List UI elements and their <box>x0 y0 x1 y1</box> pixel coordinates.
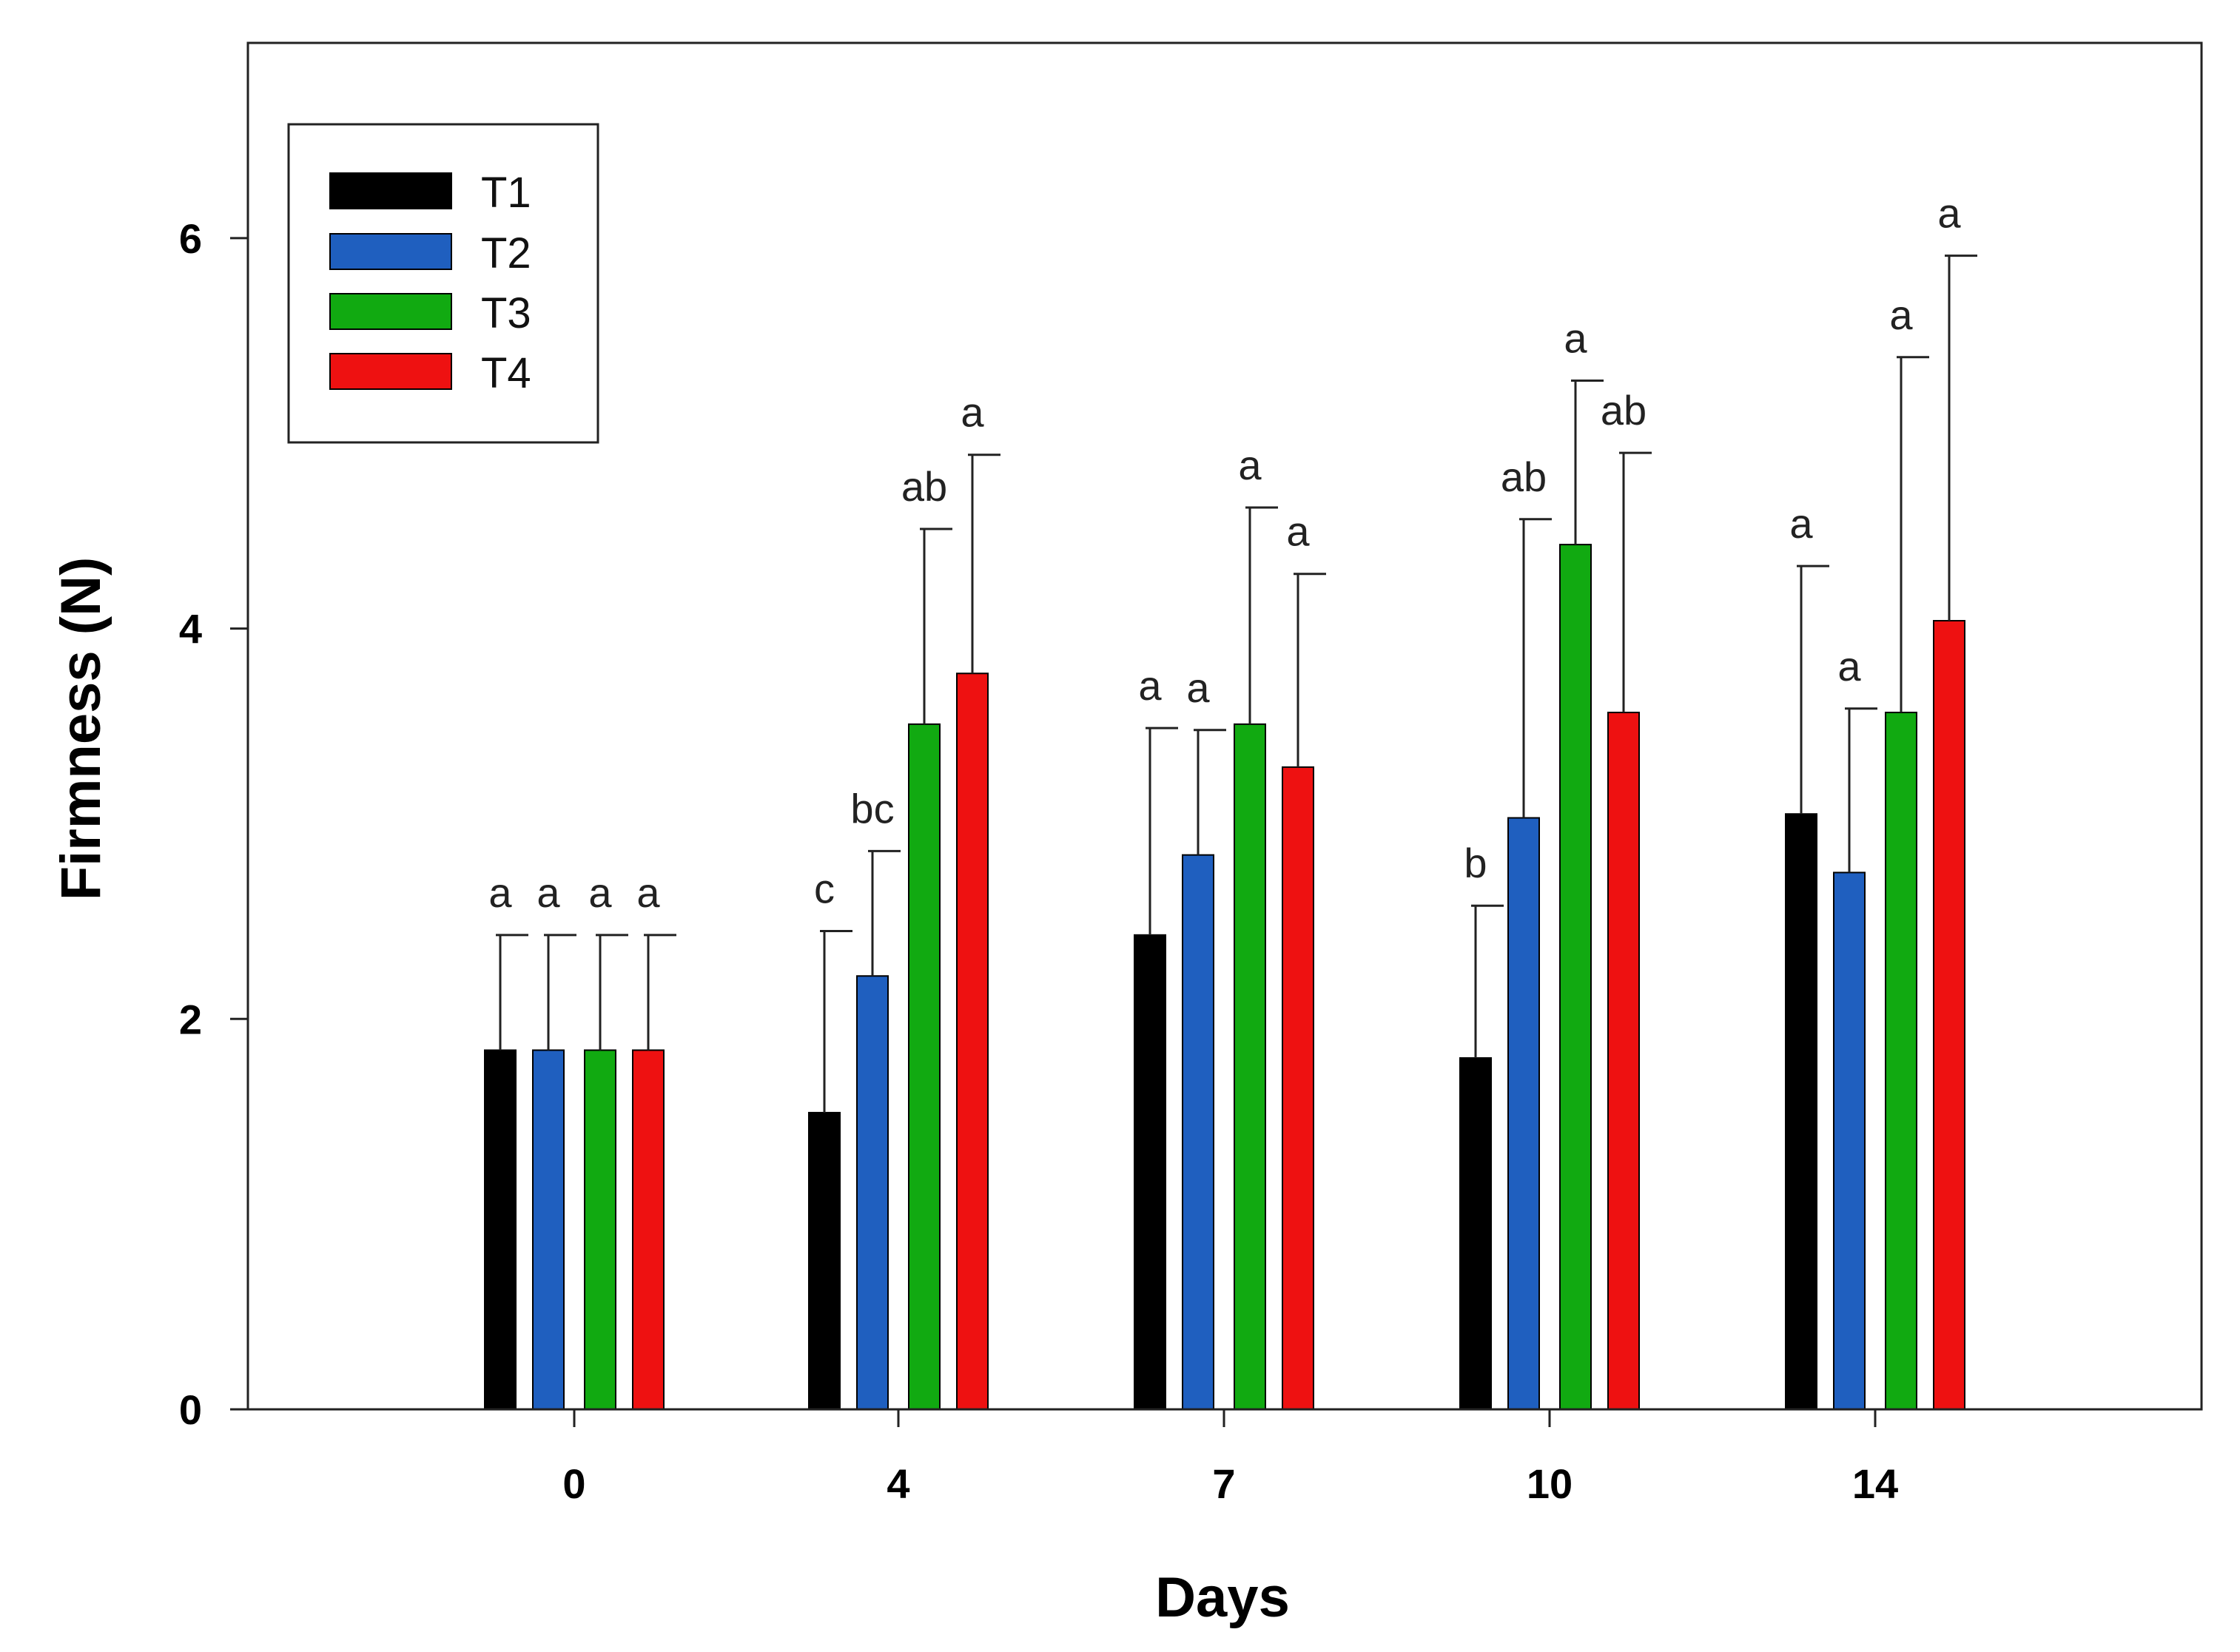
y-tick-label-0: 0 <box>179 1386 202 1433</box>
legend-swatch-t1 <box>329 172 452 209</box>
significance-letter-t2-day-4: bc <box>850 785 894 832</box>
legend-swatch-t4 <box>329 353 452 390</box>
bar-t4-day-10 <box>1607 712 1640 1410</box>
significance-letter-t3-day-14: a <box>1889 291 1913 338</box>
legend-label-t2: T2 <box>481 229 531 277</box>
legend-swatch-t3 <box>329 293 452 330</box>
x-tick-label-0: 0 <box>562 1460 585 1507</box>
bar-t4-day-0 <box>632 1049 665 1410</box>
significance-letter-t4-day-4: a <box>961 389 984 436</box>
bar-t3-day-14 <box>1885 712 1917 1410</box>
significance-letter-t4-day-14: a <box>1937 190 1961 237</box>
legend-swatch-t2 <box>329 233 452 270</box>
significance-letter-t2-day-14: a <box>1837 643 1861 690</box>
bar-t1-day-4 <box>808 1111 841 1410</box>
bar-t1-day-14 <box>1785 813 1817 1410</box>
legend-box <box>287 123 599 444</box>
bar-t1-day-0 <box>484 1049 517 1410</box>
x-tick-label-14: 14 <box>1852 1460 1898 1507</box>
legend-label-t4: T4 <box>481 349 531 397</box>
significance-letter-t4-day-0: a <box>636 869 660 916</box>
bar-t2-day-14 <box>1833 871 1866 1410</box>
y-tick-label-4: 4 <box>179 606 202 653</box>
significance-letter-t1-day-14: a <box>1789 500 1813 547</box>
y-tick-label-2: 2 <box>179 996 202 1042</box>
significance-letter-t1-day-7: a <box>1138 662 1162 709</box>
bar-t3-day-10 <box>1559 544 1592 1410</box>
bar-t2-day-7 <box>1182 854 1214 1411</box>
bar-t3-day-0 <box>584 1049 616 1410</box>
significance-letter-t1-day-10: b <box>1464 840 1487 886</box>
y-tick-label-6: 6 <box>179 215 202 262</box>
significance-letter-t3-day-4: ab <box>901 463 947 510</box>
legend-label-t1: T1 <box>481 169 531 217</box>
bar-t2-day-0 <box>532 1049 565 1410</box>
significance-letter-t4-day-10: ab <box>1601 387 1647 434</box>
bar-t2-day-10 <box>1507 817 1540 1410</box>
x-tick-label-7: 7 <box>1212 1460 1235 1507</box>
bar-t1-day-7 <box>1134 934 1166 1410</box>
x-axis-title: Days <box>1155 1566 1290 1629</box>
y-axis-title: Firmness (N) <box>50 557 112 901</box>
bar-t1-day-10 <box>1459 1057 1492 1410</box>
legend-label-t3: T3 <box>481 289 531 337</box>
significance-letter-t3-day-10: a <box>1564 314 1587 361</box>
significance-letter-t3-day-7: a <box>1238 442 1262 488</box>
bar-t4-day-4 <box>956 672 989 1410</box>
legend: T1 T2 T3 T4 <box>287 123 599 444</box>
significance-letter-t2-day-0: a <box>537 869 560 916</box>
bar-t4-day-7 <box>1282 766 1314 1411</box>
x-tick-label-4: 4 <box>887 1460 909 1507</box>
axes: 0 2 4 6 0 4 7 10 14 <box>179 41 2203 1507</box>
bar-t2-day-4 <box>856 975 889 1411</box>
significance-letter-t2-day-7: a <box>1186 664 1210 711</box>
bar-t4-day-14 <box>1933 620 1965 1411</box>
x-tick-label-10: 10 <box>1527 1460 1573 1507</box>
bar-t3-day-7 <box>1234 723 1266 1410</box>
bar-t3-day-4 <box>908 723 941 1410</box>
significance-letter-t2-day-10: ab <box>1501 454 1547 500</box>
significance-letter-t4-day-7: a <box>1286 508 1310 555</box>
significance-letter-t3-day-0: a <box>588 869 612 916</box>
significance-letter-t1-day-0: a <box>488 869 512 916</box>
significance-letter-t1-day-4: c <box>814 866 835 912</box>
